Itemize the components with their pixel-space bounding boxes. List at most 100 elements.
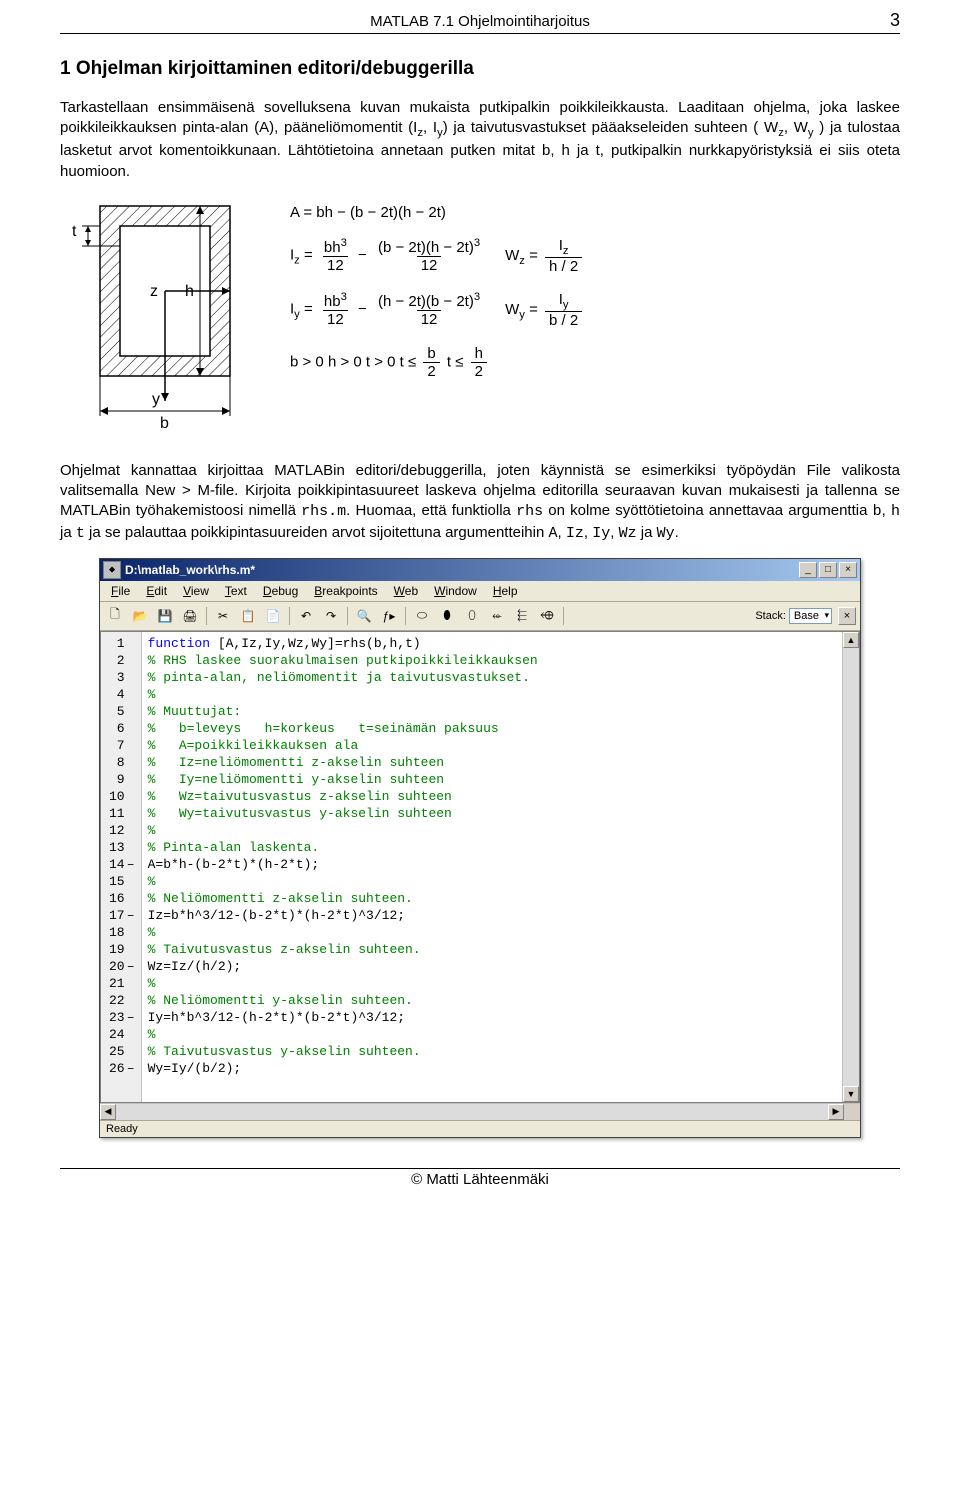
minimize-button[interactable]: _ — [799, 562, 817, 578]
toolbar-separator — [206, 607, 207, 625]
code-line: % Taivutusvastus y-akselin suhteen. — [148, 1043, 836, 1060]
window-title: D:\matlab_work\rhs.m* — [125, 563, 799, 577]
code-line: Iz=b*h^3/12-(b-2*t)*(h-2*t)^3/12; — [148, 907, 836, 924]
code-line: % — [148, 924, 836, 941]
matlab-editor-window: ⬥ D:\matlab_work\rhs.m* _ □ × FileEditVi… — [99, 558, 861, 1138]
page-header: MATLAB 7.1 Ohjelmointiharjoitus 3 — [60, 0, 900, 31]
maximize-button[interactable]: □ — [819, 562, 837, 578]
menu-view[interactable]: View — [176, 583, 216, 599]
toolbar-button-5[interactable]: ✂ — [212, 605, 234, 627]
status-text: Ready — [106, 1123, 138, 1135]
label-y: y — [152, 391, 160, 408]
toolbar-button-16[interactable]: ⬮ — [436, 605, 458, 627]
gutter-line: 19 — [109, 941, 135, 958]
code-line: function [A,Iz,Iy,Wz,Wy]=rhs(b,h,t) — [148, 635, 836, 652]
toolbar-button-15[interactable]: ⬭ — [411, 605, 433, 627]
scroll-up-icon[interactable]: ▲ — [843, 632, 859, 648]
menu-file[interactable]: File — [104, 583, 137, 599]
formula-iy: Iy = hb312 − (h − 2t)(b − 2t)312 Wy = Iy… — [290, 291, 900, 329]
formula-constraints: b > 0 h > 0 t > 0 t ≤ b2 t ≤ h2 — [290, 345, 900, 380]
gutter-line: 4 — [109, 686, 135, 703]
stack-dropdown[interactable]: Base — [789, 608, 832, 624]
intro-paragraph: Tarkastellaan ensimmäisenä sovelluksena … — [60, 98, 900, 182]
menu-help[interactable]: Help — [486, 583, 525, 599]
toolbar-button-18[interactable]: ⬰ — [486, 605, 508, 627]
gutter-line: 5 — [109, 703, 135, 720]
menu-text[interactable]: Text — [218, 583, 254, 599]
formula-area: A = bh − (b − 2t)(h − 2t) — [290, 204, 900, 221]
horizontal-scrollbar[interactable]: ◀ ▶ — [100, 1103, 860, 1120]
scroll-left-icon[interactable]: ◀ — [100, 1104, 116, 1120]
menu-debug[interactable]: Debug — [256, 583, 305, 599]
toolbar-button-12[interactable]: 🔍 — [353, 605, 375, 627]
toolbar-button-1[interactable]: 📂 — [129, 605, 151, 627]
code-line: Wz=Iz/(h/2); — [148, 958, 836, 975]
code-line: % Pinta-alan laskenta. — [148, 839, 836, 856]
window-titlebar[interactable]: ⬥ D:\matlab_work\rhs.m* _ □ × — [100, 559, 860, 581]
label-t: t — [72, 223, 77, 240]
gutter-line: 21 — [109, 975, 135, 992]
toolbar-button-17[interactable]: ⬯ — [461, 605, 483, 627]
stack-label: Stack: — [755, 610, 786, 622]
menu-edit[interactable]: Edit — [139, 583, 174, 599]
toolbar-button-2[interactable]: 💾 — [154, 605, 176, 627]
code-line: % RHS laskee suorakulmaisen putkipoikkil… — [148, 652, 836, 669]
menu-breakpoints[interactable]: Breakpoints — [307, 583, 384, 599]
formulas-block: A = bh − (b − 2t)(h − 2t) Iz = bh312 − (… — [290, 196, 900, 380]
toolbar-button-13[interactable]: ƒ▸ — [378, 605, 400, 627]
code-line: % — [148, 686, 836, 703]
scroll-right-icon[interactable]: ▶ — [828, 1104, 844, 1120]
gutter-line: 8 — [109, 754, 135, 771]
code-line: % — [148, 822, 836, 839]
gutter-line: 12 — [109, 822, 135, 839]
code-line: % — [148, 1026, 836, 1043]
gutter-line: 14– — [109, 856, 135, 873]
header-title: MATLAB 7.1 Ohjelmointiharjoitus — [80, 13, 880, 30]
toolbar-separator — [563, 607, 564, 625]
code-line: Wy=Iy/(b/2); — [148, 1060, 836, 1077]
gutter-line: 11 — [109, 805, 135, 822]
close-button[interactable]: × — [839, 562, 857, 578]
footer-rule — [60, 1168, 900, 1169]
menu-web[interactable]: Web — [387, 583, 425, 599]
code-line: % Muuttujat: — [148, 703, 836, 720]
code-line: % Neliömomentti y-akselin suhteen. — [148, 992, 836, 1009]
panel-close-icon[interactable]: × — [838, 607, 856, 625]
gutter-line: 24 — [109, 1026, 135, 1043]
code-area[interactable]: function [A,Iz,Iy,Wz,Wy]=rhs(b,h,t)% RHS… — [142, 632, 842, 1102]
gutter-line: 17– — [109, 907, 135, 924]
toolbar-button-10[interactable]: ↷ — [320, 605, 342, 627]
gutter-line: 9 — [109, 771, 135, 788]
scroll-down-icon[interactable]: ▼ — [843, 1086, 859, 1102]
toolbar-button-9[interactable]: ↶ — [295, 605, 317, 627]
code-line: % — [148, 873, 836, 890]
gutter-line: 15 — [109, 873, 135, 890]
code-line: Iy=h*b^3/12-(h-2*t)*(b-2*t)^3/12; — [148, 1009, 836, 1026]
gutter-line: 16 — [109, 890, 135, 907]
page-number: 3 — [880, 10, 900, 31]
gutter-line: 1 — [109, 635, 135, 652]
label-z: z — [150, 283, 158, 300]
vertical-scrollbar[interactable]: ▲ ▼ — [842, 632, 859, 1102]
diagram-formula-row: t z h y — [60, 196, 900, 441]
header-rule — [60, 33, 900, 34]
code-line: % Iz=neliömomentti z-akselin suhteen — [148, 754, 836, 771]
editor-app-icon: ⬥ — [103, 561, 121, 579]
toolbar-separator — [405, 607, 406, 625]
page: MATLAB 7.1 Ohjelmointiharjoitus 3 1 Ohje… — [0, 0, 960, 1512]
toolbar-button-19[interactable]: ⬱ — [511, 605, 533, 627]
toolbar-button-7[interactable]: 📄 — [262, 605, 284, 627]
stack-selector: Stack:Base × — [755, 607, 856, 625]
label-b: b — [160, 415, 169, 432]
gutter-line: 22 — [109, 992, 135, 1009]
toolbar-button-20[interactable]: ⬲ — [536, 605, 558, 627]
toolbar-button-3[interactable]: 🖨 — [179, 605, 201, 627]
menu-window[interactable]: Window — [427, 583, 484, 599]
toolbar-button-0[interactable]: 🗋 — [104, 605, 126, 627]
gutter-line: 3 — [109, 669, 135, 686]
copyright-footer: © Matti Lähteenmäki — [60, 1171, 900, 1188]
code-line: % Wy=taivutusvastus y-akselin suhteen — [148, 805, 836, 822]
gutter-line: 26– — [109, 1060, 135, 1077]
toolbar-button-6[interactable]: 📋 — [237, 605, 259, 627]
status-bar: Ready — [100, 1120, 860, 1137]
